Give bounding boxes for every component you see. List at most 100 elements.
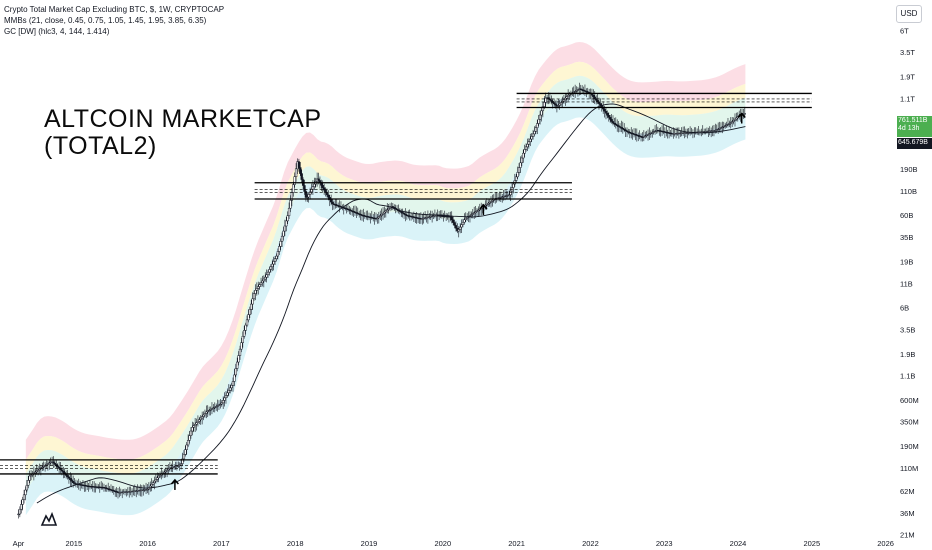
candle-body [383, 211, 386, 214]
candle-body [220, 402, 223, 405]
candle-body [464, 217, 467, 221]
candle-body [391, 206, 394, 208]
candle-body [401, 212, 404, 214]
candle-body [156, 477, 159, 480]
candle-body [165, 469, 169, 472]
annotation-title-line1: ALTCOIN MARKETCAP [44, 105, 322, 133]
candle-body [387, 208, 390, 210]
candle-body [306, 196, 309, 199]
y-tick-label: 1.9T [900, 73, 915, 82]
candle-body [157, 475, 160, 479]
gc-curve-line [36, 103, 746, 504]
candle-body [548, 98, 552, 101]
candle-body [254, 290, 257, 294]
candle-body [729, 122, 732, 124]
indicator-gc-label[interactable]: GC [DW] (hlc3, 4, 144, 1.414) [4, 27, 110, 36]
indicator-mmbs-label[interactable]: MMBs (21, close, 0.45, 0.75, 1.05, 1.45,… [4, 16, 207, 25]
candle-body [307, 194, 310, 198]
candle-body [20, 504, 23, 510]
price-axis[interactable] [893, 0, 932, 550]
y-tick-label: 6T [900, 26, 909, 35]
candle-body [380, 214, 383, 216]
candle-body [18, 508, 22, 515]
candle-body [198, 419, 201, 422]
candle-body [154, 479, 158, 482]
candle-body [488, 202, 491, 204]
candle-body [731, 121, 734, 123]
last-price-label: 761.511B 4d 13h [897, 116, 932, 137]
candle-body [57, 466, 61, 469]
y-tick-label: 36M [900, 509, 915, 518]
candle-body [652, 131, 655, 133]
candle-body [289, 200, 292, 209]
candle-body [648, 133, 651, 135]
annotation-title-line2: (TOTAL2) [44, 132, 157, 160]
candle-body [721, 126, 724, 129]
candle-body [649, 132, 653, 135]
candle-body [257, 286, 260, 289]
candle-body [509, 190, 512, 196]
candle-body [327, 194, 330, 198]
candle-body [240, 342, 243, 350]
candle-body [606, 112, 609, 116]
candle-body [222, 400, 225, 404]
y-tick-label: 1.1T [900, 95, 915, 104]
x-tick-label: 2023 [656, 539, 673, 548]
x-tick-label: Apr [13, 539, 25, 548]
candle-body [526, 144, 529, 148]
y-tick-label: 110B [900, 187, 917, 196]
candle-body [575, 90, 578, 92]
candle-body [308, 191, 312, 195]
candle-body [164, 470, 167, 473]
candle-body [453, 222, 456, 226]
time-axis[interactable] [0, 538, 893, 550]
candle-body [287, 207, 291, 217]
candle-body [71, 481, 75, 483]
candle-body [22, 494, 26, 500]
candle-body [304, 191, 308, 198]
candle-body [224, 395, 228, 399]
candle-body [331, 201, 334, 205]
candle-body [238, 348, 242, 356]
candle-body [241, 335, 244, 343]
marker-price-label: 645.679B [897, 138, 932, 149]
y-tick-label: 190B [900, 165, 918, 174]
candle-body [466, 217, 469, 219]
tradingview-logo-icon[interactable] [40, 510, 58, 533]
candle-body [610, 119, 613, 122]
candle-body [719, 127, 723, 129]
candle-body [206, 410, 209, 413]
band-mid-green [25, 75, 746, 492]
y-tick-label: 3.5B [900, 325, 915, 334]
candle-body [653, 130, 657, 133]
candle-body [62, 470, 65, 473]
candle-body [377, 216, 380, 219]
x-tick-label: 2025 [803, 539, 820, 548]
candle-body [325, 192, 329, 196]
candle-body [262, 278, 265, 282]
candle-body [533, 131, 536, 135]
candle-body [573, 90, 577, 93]
candle-body [179, 463, 183, 466]
x-tick-label: 2017 [213, 539, 230, 548]
candle-body [292, 184, 295, 193]
candle-body [208, 409, 211, 412]
candle-body [461, 221, 465, 225]
currency-button[interactable]: USD [896, 5, 922, 23]
candle-body [210, 408, 214, 410]
candle-body [536, 123, 539, 128]
candle-body [151, 482, 155, 485]
candle-body [715, 129, 718, 131]
y-tick-label: 1.1B [900, 372, 915, 381]
candle-body [611, 121, 615, 124]
candle-body [192, 425, 195, 428]
candle-body [261, 280, 264, 284]
candle-body [593, 96, 596, 99]
candle-body [200, 416, 204, 419]
candle-body [66, 475, 69, 478]
candle-body [552, 102, 556, 105]
candle-body [203, 413, 207, 416]
candle-body [248, 309, 251, 315]
candle-body [42, 465, 45, 468]
